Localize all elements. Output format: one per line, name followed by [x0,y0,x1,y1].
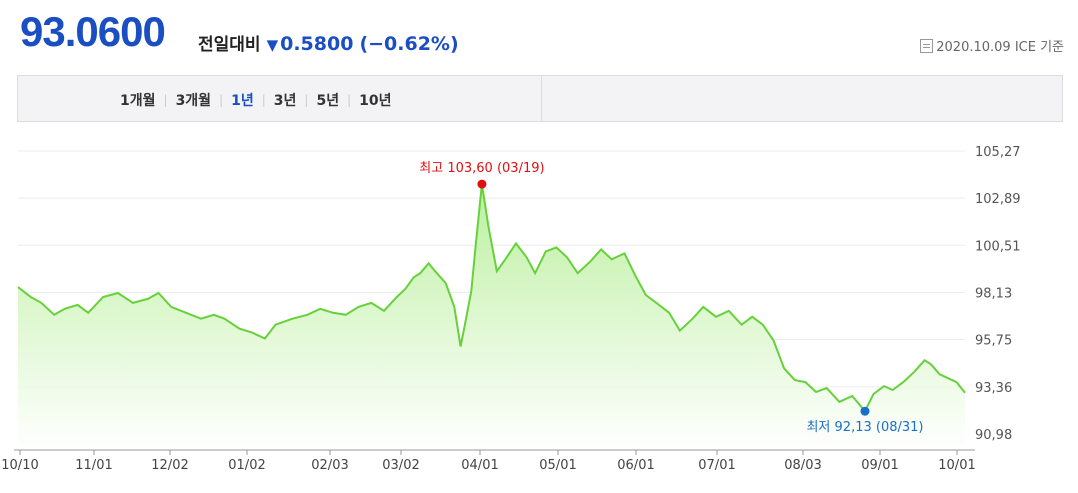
x-tick-label: 09/01 [861,458,898,473]
document-icon [920,38,934,53]
x-tick-label: 10/10 [1,458,38,473]
tab-1-month[interactable]: 1개월 [120,93,156,109]
y-tick-label: 105,27 [975,145,1021,160]
tab-separator: | [304,93,309,107]
date-source-text: 2020.10.09 ICE 기준 [936,40,1064,55]
tab-3-months[interactable]: 3개월 [175,93,212,109]
date-source: 2020.10.09 ICE 기준 [920,36,1064,55]
extreme-markers: 최고 103,60 (03/19) 최저 92,13 (08/31) [419,161,923,435]
y-tick-label: 102,89 [975,192,1021,207]
x-tick-label: 12/02 [151,458,188,473]
price-area [18,184,965,450]
tab-1-year[interactable]: 1년 [231,93,254,109]
current-price: 93.0600 [20,8,166,55]
period-tabs: 1개월 | 3개월 | 1년 | 3년 | 5년 | 10년 [120,90,392,110]
tab-separator: | [219,93,224,107]
change-percent: (−0.62%) [359,33,459,55]
x-axis-ticks: 10/10 11/01 12/02 01/02 02/03 03/02 04/01 05/01… [1,449,976,473]
x-tick-label: 01/02 [228,458,265,473]
down-triangle-icon: ▼ [266,36,279,54]
tab-separator: | [163,93,168,107]
y-axis-ticks: 105,27 102,89 100,51 98,13 95,75 93,36 90,98 [975,145,1021,443]
change-value: 0.5800 [280,33,354,55]
x-tick-label: 08/03 [784,458,821,473]
period-tab-bar: 1개월 | 3개월 | 1년 | 3년 | 5년 | 10년 [17,75,1063,122]
high-label: 최고 103,60 (03/19) [419,161,544,176]
price-chart: 105,27 102,89 100,51 98,13 95,75 93,36 90,98 1… [1,145,1021,473]
y-tick-label: 90,98 [975,428,1012,443]
x-tick-label: 10/01 [938,458,975,473]
low-label: 최저 92,13 (08/31) [806,420,923,435]
high-point-marker [477,179,487,189]
x-tick-label: 11/01 [75,458,112,473]
change-label: 전일대비 [198,35,261,55]
tab-separator: | [347,93,352,107]
x-tick-label: 03/02 [382,458,419,473]
tab-3-years[interactable]: 3년 [273,93,297,109]
tab-10-years[interactable]: 10년 [359,93,392,109]
x-tick-label: 06/01 [617,458,654,473]
price-line [17,183,966,414]
low-point-marker [860,406,870,416]
price-change: 전일대비 ▼ 0.5800 (−0.62%) [198,30,459,55]
tab-bar-divider [541,76,542,121]
tab-5-years[interactable]: 5년 [316,93,340,109]
x-tick-label: 05/01 [539,458,576,473]
tab-separator: | [261,93,266,107]
y-tick-label: 93,36 [975,381,1012,396]
x-tick-label: 02/03 [311,458,348,473]
y-tick-label: 95,75 [975,334,1012,349]
x-tick-label: 04/01 [461,458,498,473]
x-tick-label: 07/01 [698,458,735,473]
y-tick-label: 100,51 [975,239,1021,254]
y-tick-label: 98,13 [975,286,1012,301]
